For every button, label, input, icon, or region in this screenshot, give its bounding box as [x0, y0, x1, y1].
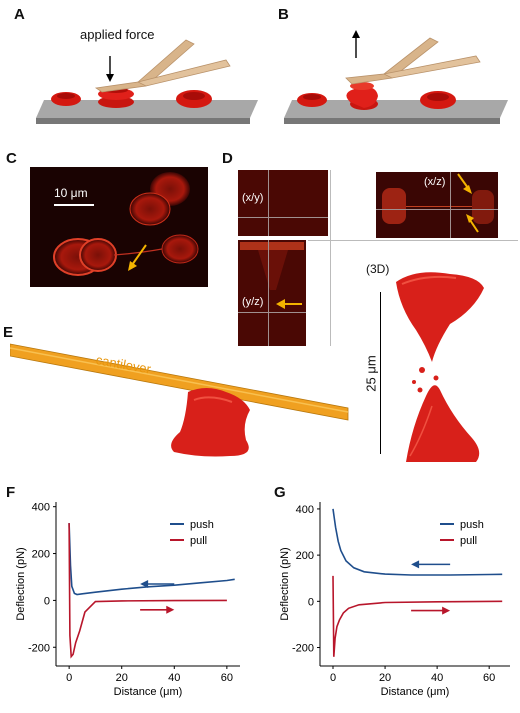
- confocal-xz-view: (x/z): [376, 172, 498, 238]
- scale-bar-label-c: 10 μm: [54, 186, 88, 200]
- arrow-yellow-c: [128, 244, 147, 271]
- chart-f-y-tick-label: 0: [44, 595, 50, 607]
- chart-g-series-pull: [332, 575, 503, 657]
- xy-view-label: (x/y): [242, 192, 264, 204]
- chart-g-push-arrowhead: [411, 560, 420, 569]
- chart-g-x-tick-label: 60: [483, 672, 495, 684]
- chart-f-x-tick-label: 0: [66, 672, 72, 684]
- arrow-yellow-yz: [276, 299, 302, 309]
- schematic-pull: [284, 30, 508, 124]
- chart-f-legend-label-push: push: [190, 519, 214, 531]
- panel-label-g: G: [274, 484, 286, 501]
- cantilever-reconstruction: [10, 343, 349, 457]
- scale-bar-line-c: [54, 204, 94, 206]
- chart-f-legend-label-pull: pull: [190, 535, 207, 547]
- fluorescence-image-c: 10 μm: [30, 167, 208, 287]
- chart-f-x-tick-label: 40: [168, 672, 180, 684]
- panel-label-b: B: [278, 6, 289, 23]
- chart-f-y-axis-label: Deflection (pN): [15, 547, 27, 620]
- panel-label-c: C: [6, 150, 17, 167]
- d-divider-v: [330, 170, 331, 346]
- applied-force-label: applied force: [80, 27, 155, 42]
- chart-g-y-tick-label: 200: [296, 550, 314, 562]
- yz-view-label: (y/z): [242, 296, 264, 308]
- chart-g-series-push: [332, 508, 503, 576]
- chart-g-x-tick-label: 20: [379, 672, 391, 684]
- chart-f-y-tick-label: 400: [32, 502, 50, 514]
- scale-bar-label-d: 25 μm: [363, 355, 379, 392]
- chart-g-x-tick-label: 0: [330, 672, 336, 684]
- chart-f-push-arrowhead: [140, 580, 149, 588]
- xz-view-label: (x/z): [424, 176, 446, 188]
- d-divider-h: [308, 240, 518, 241]
- confocal-yz-view: (y/z): [238, 240, 306, 346]
- chart-g: -200 0 200 400 0 20 40 60 Distance (μm) Deflectio…: [279, 502, 510, 698]
- confocal-xy-view: (x/y): [238, 170, 328, 236]
- panel-label-d: D: [222, 150, 233, 167]
- three-d-label: (3D): [366, 262, 390, 276]
- chart-g-y-tick-label: 400: [296, 504, 314, 516]
- chart-f-x-axis-label: Distance (μm): [114, 686, 183, 698]
- chart-g-x-tick-label: 40: [431, 672, 443, 684]
- chart-f-x-tick-label: 60: [221, 672, 233, 684]
- chart-g-x-axis-label: Distance (μm): [381, 686, 450, 698]
- chart-f-x-tick-label: 20: [116, 672, 128, 684]
- schematic-push: [36, 39, 258, 124]
- panel-label-e: E: [3, 324, 14, 341]
- chart-g-legend-label-pull: pull: [460, 535, 477, 547]
- scale-bar-line-d: [380, 292, 381, 454]
- panel-label-a: A: [14, 6, 25, 23]
- chart-g-pull-arrowhead: [442, 606, 451, 615]
- arrows-yellow-xz: [457, 173, 479, 233]
- reconstruction-3d: [396, 272, 484, 462]
- chart-f-y-tick-label: 200: [32, 549, 50, 561]
- panel-label-f: F: [6, 484, 16, 501]
- chart-g-y-axis-label: Deflection (pN): [279, 547, 291, 620]
- chart-f: -200 0 200 400 0 20 40 60 Distance (μm) Deflectio…: [15, 502, 240, 698]
- chart-f-y-tick-label: -200: [28, 642, 50, 654]
- chart-g-legend-label-push: push: [460, 519, 484, 531]
- chart-f-pull-arrowhead: [166, 605, 175, 614]
- chart-g-y-tick-label: -200: [292, 643, 314, 655]
- chart-f-series-pull: [68, 523, 227, 659]
- chart-g-y-tick-label: 0: [308, 596, 314, 608]
- chart-f-series-push: [68, 523, 235, 596]
